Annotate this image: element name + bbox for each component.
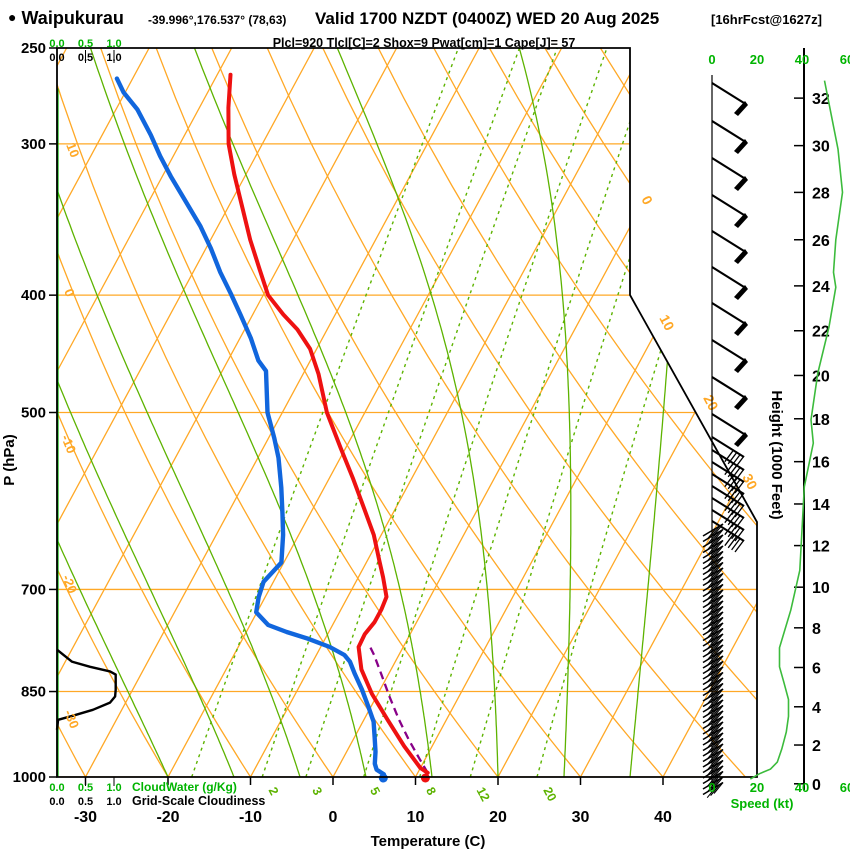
speed-curve	[749, 80, 844, 780]
temperature-axis: -30 -20 -10 0 10 20 30 40 Temperature (C)	[74, 777, 672, 850]
svg-text:4: 4	[812, 700, 821, 717]
pressure-axis: 250 300 400 500 700 850 1000 P (hPa)	[1, 40, 57, 786]
svg-text:3: 3	[309, 785, 325, 798]
cloudiness-curve	[55, 648, 117, 730]
svg-text:850: 850	[21, 684, 46, 701]
svg-text:0.0: 0.0	[49, 52, 64, 64]
svg-text:30: 30	[812, 139, 830, 156]
svg-text:10: 10	[63, 141, 82, 160]
svg-text:8: 8	[423, 785, 439, 798]
svg-text:0: 0	[812, 777, 821, 794]
station-coordinates: -39.996°,176.537° (78,63)	[148, 13, 287, 27]
svg-text:0: 0	[708, 52, 715, 67]
station-title: ● Waipukurau	[8, 8, 124, 29]
forecast-hour: [16hrFcst@1627z]	[711, 12, 822, 27]
pressure-axis-label: P (hPa)	[1, 434, 18, 485]
svg-text:32: 32	[812, 91, 830, 108]
svg-text:40: 40	[795, 52, 809, 67]
svg-text:28: 28	[812, 185, 830, 202]
svg-text:0.5: 0.5	[78, 796, 93, 808]
svg-text:30: 30	[572, 809, 590, 826]
svg-text:-30: -30	[74, 809, 97, 826]
svg-text:40: 40	[795, 780, 809, 795]
dry-adiabat-lines	[57, 48, 757, 777]
svg-text:1.0: 1.0	[106, 38, 121, 50]
svg-text:20: 20	[750, 780, 764, 795]
svg-text:300: 300	[21, 136, 46, 153]
svg-text:-20: -20	[156, 809, 179, 826]
svg-text:0.0: 0.0	[49, 796, 64, 808]
svg-text:16: 16	[812, 455, 830, 472]
svg-text:2: 2	[266, 785, 282, 798]
parcel-curve	[369, 646, 429, 774]
grid-line-labels: 0 10 20 30 10 0 -10 -20 -30 2 3 5 8 12 20	[58, 141, 761, 804]
svg-text:6: 6	[812, 660, 821, 677]
mixing-ratio-lines	[191, 48, 756, 777]
station-name: Waipukurau	[21, 8, 124, 28]
svg-text:10: 10	[407, 809, 425, 826]
svg-text:0: 0	[329, 809, 338, 826]
surface-temperature-dot	[420, 773, 430, 783]
svg-text:20: 20	[812, 368, 830, 385]
speed-axis-label: Speed (kt)	[731, 796, 794, 811]
svg-text:0: 0	[708, 780, 715, 795]
valid-time: Valid 1700 NZDT (0400Z) WED 20 Aug 2025	[315, 9, 660, 28]
svg-text:700: 700	[21, 581, 46, 598]
svg-text:5: 5	[367, 785, 383, 798]
svg-text:250: 250	[21, 40, 46, 57]
svg-text:8: 8	[812, 621, 821, 638]
svg-text:1.0: 1.0	[106, 782, 121, 794]
svg-text:22: 22	[812, 324, 830, 341]
svg-text:1.0: 1.0	[106, 796, 121, 808]
station-bullet-icon: ●	[8, 9, 17, 25]
cloud-scales: 0.00.00.00.00.50.50.50.51.01.01.01.0Clou…	[49, 38, 265, 808]
svg-text:24: 24	[812, 279, 830, 296]
svg-text:400: 400	[21, 287, 46, 304]
svg-text:18: 18	[812, 412, 830, 429]
svg-text:0.0: 0.0	[49, 782, 64, 794]
svg-text:-10: -10	[239, 809, 262, 826]
svg-text:0.0: 0.0	[49, 38, 64, 50]
svg-text:12: 12	[474, 785, 493, 804]
svg-text:30: 30	[739, 471, 761, 492]
svg-text:20: 20	[489, 809, 507, 826]
svg-text:20: 20	[540, 785, 559, 804]
svg-text:60: 60	[840, 52, 850, 67]
svg-text:10: 10	[656, 312, 678, 333]
svg-text:0: 0	[638, 193, 656, 208]
svg-text:60: 60	[840, 780, 850, 795]
svg-text:1000: 1000	[13, 769, 46, 786]
cloudwater-label: CloudWater (g/Kg)	[132, 780, 237, 794]
isobar-lines	[57, 143, 757, 777]
svg-text:10: 10	[812, 580, 830, 597]
svg-text:2: 2	[812, 738, 821, 755]
svg-text:-10: -10	[58, 433, 79, 456]
temperature-curve	[226, 72, 430, 775]
dewpoint-curve	[114, 76, 387, 777]
svg-text:20: 20	[750, 52, 764, 67]
sounding-parameters: Plcl=920 Tlcl[C]=2 Shox=9 Pwat[cm]=1 Cap…	[272, 36, 576, 50]
svg-text:0.5: 0.5	[78, 782, 93, 794]
height-axis-label: Height (1000 Feet)	[768, 390, 785, 519]
sounding-curves	[114, 72, 430, 783]
svg-text:-20: -20	[59, 573, 80, 596]
svg-text:-30: -30	[61, 708, 82, 731]
wind-barbs	[702, 75, 748, 799]
surface-dewpoint-dot	[378, 773, 388, 783]
svg-text:12: 12	[812, 539, 830, 556]
temperature-axis-label: Temperature (C)	[371, 833, 486, 850]
svg-text:40: 40	[654, 809, 672, 826]
speed-axis: 00202040406060Speed (kt)	[708, 52, 850, 811]
svg-text:0.5: 0.5	[78, 38, 93, 50]
svg-text:20: 20	[700, 392, 722, 413]
svg-text:14: 14	[812, 497, 830, 514]
svg-text:500: 500	[21, 405, 46, 422]
cloudiness-label: Grid-Scale Cloudiness	[132, 794, 265, 808]
svg-text:26: 26	[812, 233, 830, 250]
